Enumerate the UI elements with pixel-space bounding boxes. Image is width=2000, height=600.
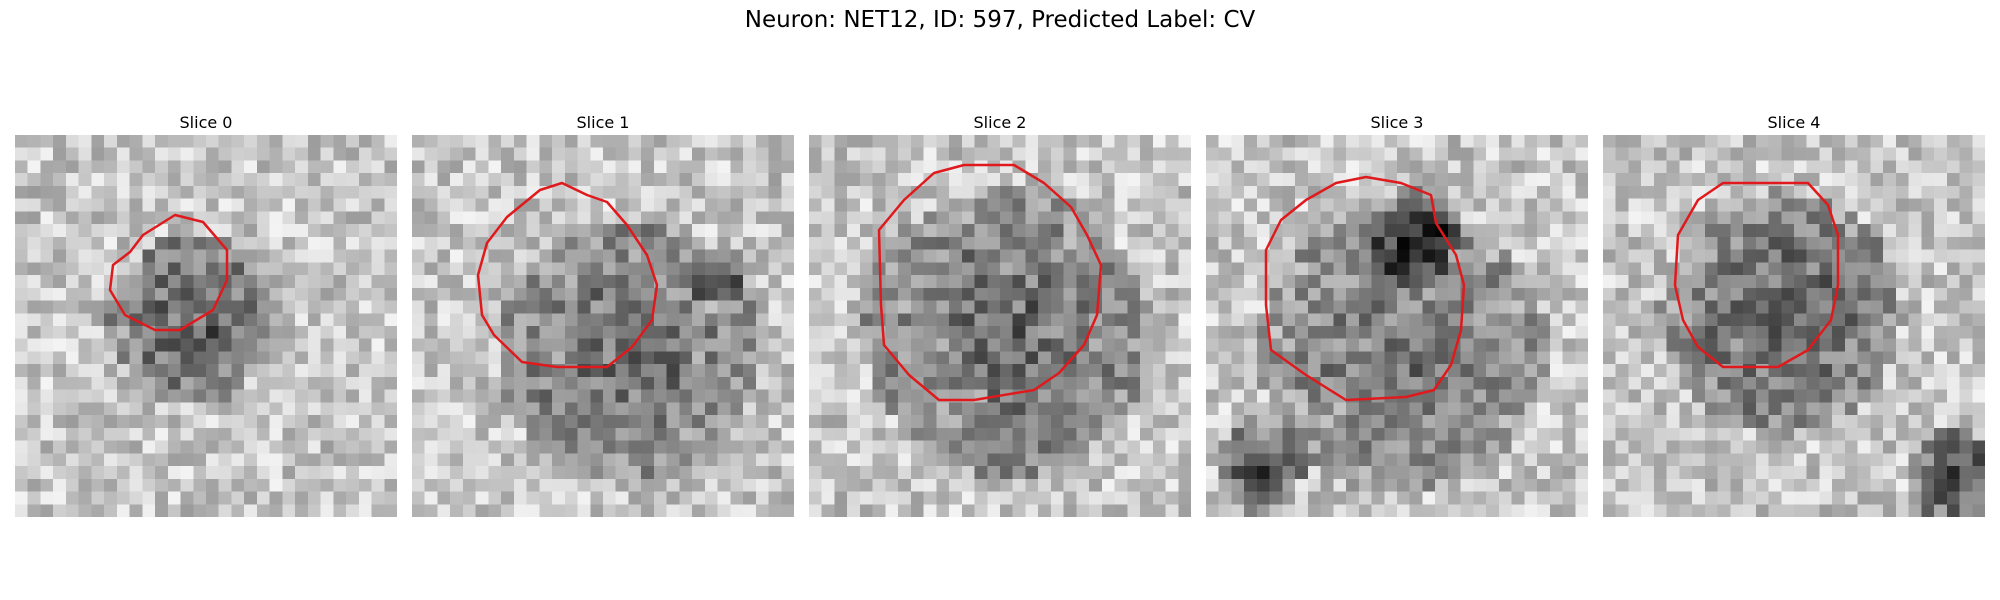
slice-panel-4: Slice 4 — [1603, 112, 1985, 134]
slice-title: Slice 1 — [412, 112, 794, 134]
segmentation-contour — [879, 165, 1101, 400]
slice-image — [412, 135, 794, 517]
slice-panel-0: Slice 0 — [15, 112, 397, 134]
slice-image — [1206, 135, 1588, 517]
slice-title: Slice 2 — [809, 112, 1191, 134]
slice-title: Slice 0 — [15, 112, 397, 134]
segmentation-contour — [478, 183, 657, 367]
slice-panel-1: Slice 1 — [412, 112, 794, 134]
segmentation-outline — [1206, 135, 1588, 517]
slice-image — [809, 135, 1191, 517]
figure-title: Neuron: NET12, ID: 597, Predicted Label:… — [0, 7, 2000, 33]
segmentation-contour — [1675, 183, 1838, 367]
segmentation-contour — [1266, 177, 1464, 400]
segmentation-contour — [110, 215, 227, 330]
slice-image — [1603, 135, 1985, 517]
segmentation-outline — [809, 135, 1191, 517]
segmentation-outline — [15, 135, 397, 517]
slice-title: Slice 3 — [1206, 112, 1588, 134]
slice-panel-2: Slice 2 — [809, 112, 1191, 134]
segmentation-outline — [1603, 135, 1985, 517]
slice-title: Slice 4 — [1603, 112, 1985, 134]
segmentation-outline — [412, 135, 794, 517]
slice-panel-3: Slice 3 — [1206, 112, 1588, 134]
slice-image — [15, 135, 397, 517]
